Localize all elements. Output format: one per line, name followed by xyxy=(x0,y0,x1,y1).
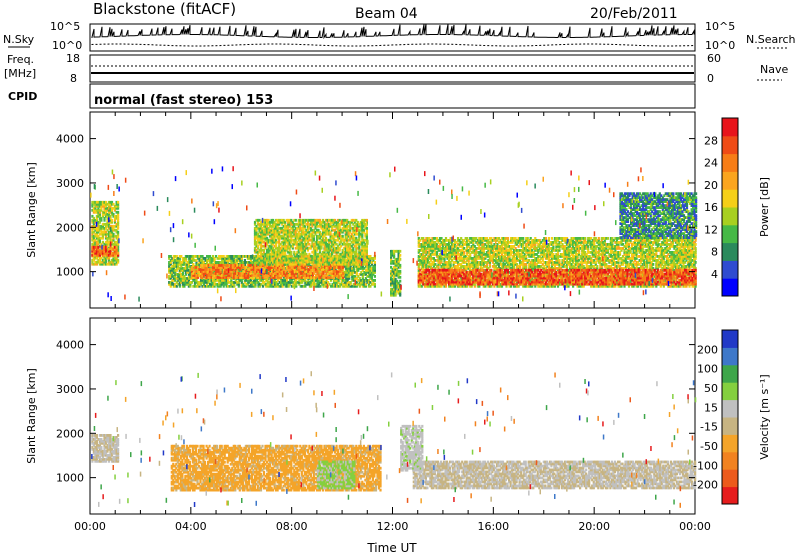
cpid-text: normal (fast stereo) 153 xyxy=(94,93,273,108)
frequency-panel: Freq. [MHz] Nave 18 8 60 0 xyxy=(4,52,788,85)
echo-cell xyxy=(117,211,119,214)
echo-cell xyxy=(374,283,376,286)
echo-cell xyxy=(250,255,252,258)
nsky-label: N.Sky xyxy=(3,33,35,46)
echo-cell xyxy=(399,264,401,267)
echo-cell xyxy=(399,276,401,279)
echo-cell xyxy=(374,261,376,264)
nsearch-label: N.Search xyxy=(746,33,796,46)
beam-title: Beam 04 xyxy=(355,6,418,22)
noise-sky-trace xyxy=(92,24,694,38)
freq-unit-label: [MHz] xyxy=(4,67,36,80)
freq-label: Freq. xyxy=(7,53,34,66)
echo-cell xyxy=(399,270,401,273)
noise-search-trace xyxy=(92,44,694,46)
echo-cell xyxy=(259,276,261,279)
station-title: Blackstone (fitACF) xyxy=(93,0,236,18)
echo-cell xyxy=(117,231,119,234)
noise-tick-left-top: 10^5 xyxy=(50,20,80,33)
echo-cell xyxy=(342,272,344,275)
noise-tick-right-top: 10^5 xyxy=(705,20,735,33)
cpid-panel: CPID normal (fast stereo) 153 xyxy=(8,84,695,108)
echo-cell xyxy=(342,266,344,269)
echo-cell xyxy=(399,250,401,253)
freq-tick-top: 18 xyxy=(66,52,80,65)
echo-cell xyxy=(283,266,285,269)
echo-cell xyxy=(117,259,119,262)
echo-cell xyxy=(374,279,376,282)
noise-tick-right-bottom: 10^0 xyxy=(705,39,735,52)
echo-cell xyxy=(290,251,292,254)
echo-cell xyxy=(116,246,118,249)
echo-cell xyxy=(117,201,119,204)
echo-cell xyxy=(366,263,368,266)
freq-tick-bottom: 8 xyxy=(70,72,77,85)
echo-region xyxy=(254,219,368,266)
echo-cell xyxy=(366,227,368,230)
echo-cell xyxy=(111,219,113,222)
echo-cell xyxy=(97,246,99,249)
echo-cell xyxy=(316,270,318,273)
echo-cell xyxy=(374,275,376,278)
echo-cell xyxy=(366,259,368,262)
echo-cell xyxy=(399,254,401,257)
noise-panel: N.Sky N.Search 10^5 10^0 10^5 10^0 xyxy=(3,20,796,52)
echo-cell xyxy=(342,235,344,238)
echo-cell xyxy=(399,280,401,283)
nave-tick-top: 60 xyxy=(707,52,721,65)
echo-cell xyxy=(295,219,297,222)
nave-tick-bottom: 0 xyxy=(707,72,714,85)
cpid-label: CPID xyxy=(8,90,37,103)
date-title: 20/Feb/2011 xyxy=(590,6,678,22)
noise-tick-left-bottom: 10^0 xyxy=(52,39,82,52)
echo-cell xyxy=(117,252,119,255)
echo-cell xyxy=(366,219,368,222)
nave-label: Nave xyxy=(760,63,788,76)
